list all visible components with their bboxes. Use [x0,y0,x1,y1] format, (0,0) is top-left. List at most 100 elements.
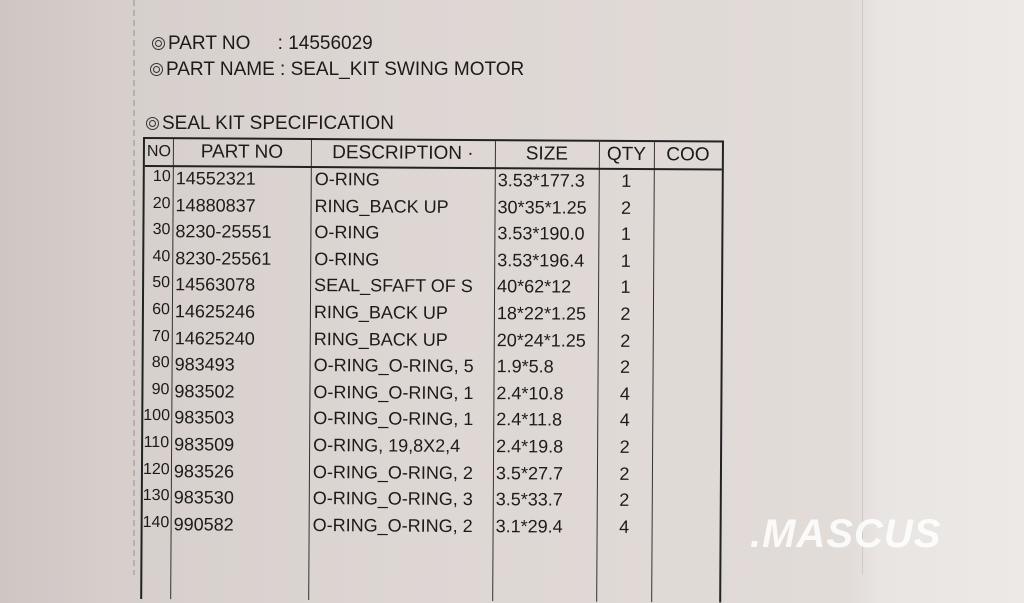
cell-description: RING_BACK UP [314,329,494,351]
cell-no: 100 [143,407,169,425]
cell-description: O-RING_O-RING, 1 [313,408,493,430]
cell-no: 70 [144,328,170,346]
cell-size: 3.53*196.4 [497,250,597,272]
column-header-description: DESCRIPTION · [311,142,495,165]
cell-no: 90 [143,381,169,399]
cell-size: 3.1*29.4 [496,516,596,538]
cell-size: 2.4*11.8 [496,410,596,432]
cell-part-no: 8230-25561 [175,248,310,270]
cell-no: 10 [145,168,171,186]
circle-bullet-icon [152,37,165,50]
cell-no: 130 [143,487,169,505]
cell-part-no: 14880837 [176,195,311,217]
cell-qty: 1 [598,251,653,272]
cell-no: 20 [145,195,171,213]
cell-qty: 2 [597,463,652,484]
paper-right-edge [862,0,863,575]
cell-size: 18*22*1.25 [497,303,597,325]
column-header-coo: COO [654,144,722,166]
paper-stitch-edge [133,0,135,575]
cell-size: 3.5*33.7 [496,489,596,511]
cell-size: 40*62*12 [497,277,597,299]
cell-part-no: 990582 [174,514,309,536]
column-header-size: SIZE [495,143,599,166]
cell-qty: 4 [597,410,652,431]
cell-qty: 1 [598,224,653,245]
cell-size: 30*35*1.25 [498,197,598,219]
cell-part-no: 14625246 [175,301,310,323]
cell-no: 110 [143,434,169,452]
cell-description: O-RING_O-RING, 3 [313,488,493,510]
cell-part-no: 14625240 [175,328,310,350]
cell-part-no: 983503 [174,408,309,430]
cell-description: O-RING [314,249,494,271]
cell-description: O-RING [314,222,494,244]
cell-description: RING_BACK UP [315,196,495,218]
cell-qty: 2 [598,330,653,351]
seal-kit-table: NO PART NO DESCRIPTION · SIZE QTY COO 10… [140,137,724,603]
cell-description: O-RING_O-RING, 5 [314,355,494,377]
cell-size: 1.9*5.8 [497,356,597,378]
cell-qty: 2 [598,357,653,378]
cell-size: 3.53*177.3 [498,170,598,192]
column-header-part-no: PART NO [173,141,311,164]
cell-description: O-RING_O-RING, 2 [313,462,493,484]
column-header-no: NO [145,143,173,161]
part-no-label: PART NO [168,33,250,54]
cell-no: 120 [143,461,169,479]
cell-qty: 4 [597,517,652,538]
cell-no: 60 [144,301,170,319]
cell-no: 140 [143,514,169,532]
cell-qty: 2 [597,490,652,511]
cell-description: O-RING_O-RING, 1 [313,382,493,404]
cell-description: RING_BACK UP [314,302,494,324]
cell-qty: 2 [597,437,652,458]
cell-part-no: 983509 [174,434,309,456]
cell-description: O-RING [315,169,495,191]
spec-title: SEAL KIT SPECIFICATION [162,113,394,134]
cell-part-no: 983502 [174,381,309,403]
cell-qty: 1 [598,277,653,298]
cell-no: 80 [144,354,170,372]
part-name-value: : SEAL_KIT SWING MOTOR [280,59,524,80]
spec-title-line: SEAL KIT SPECIFICATION [146,113,394,135]
circle-bullet-icon [150,63,163,76]
cell-qty: 1 [599,171,654,192]
cell-description: O-RING_O-RING, 2 [313,515,493,537]
part-no-value: : 14556029 [278,33,373,54]
part-name-line: PART NAME : SEAL_KIT SWING MOTOR [150,59,524,81]
cell-no: 30 [144,221,170,239]
column-header-qty: QTY [599,144,654,166]
cell-size: 2.4*19.8 [496,436,596,458]
cell-description: SEAL_SFAFT OF S [314,275,494,297]
cell-size: 3.5*27.7 [496,463,596,485]
cell-part-no: 14552321 [176,168,311,190]
part-no-line: PART NO : 14556029 [152,33,373,55]
cell-qty: 2 [599,197,654,218]
cell-size: 3.53*190.0 [497,223,597,245]
cell-qty: 4 [597,384,652,405]
cell-part-no: 8230-25551 [175,221,310,243]
mascus-watermark: .MASCUS [750,512,941,557]
cell-description: O-RING, 19,8X2,4 [313,435,493,457]
cell-part-no: 983493 [175,354,310,376]
cell-size: 2.4*10.8 [496,383,596,405]
part-name-label: PART NAME [166,59,275,80]
cell-qty: 2 [598,304,653,325]
cell-size: 20*24*1.25 [497,330,597,352]
circle-bullet-icon [146,117,159,130]
